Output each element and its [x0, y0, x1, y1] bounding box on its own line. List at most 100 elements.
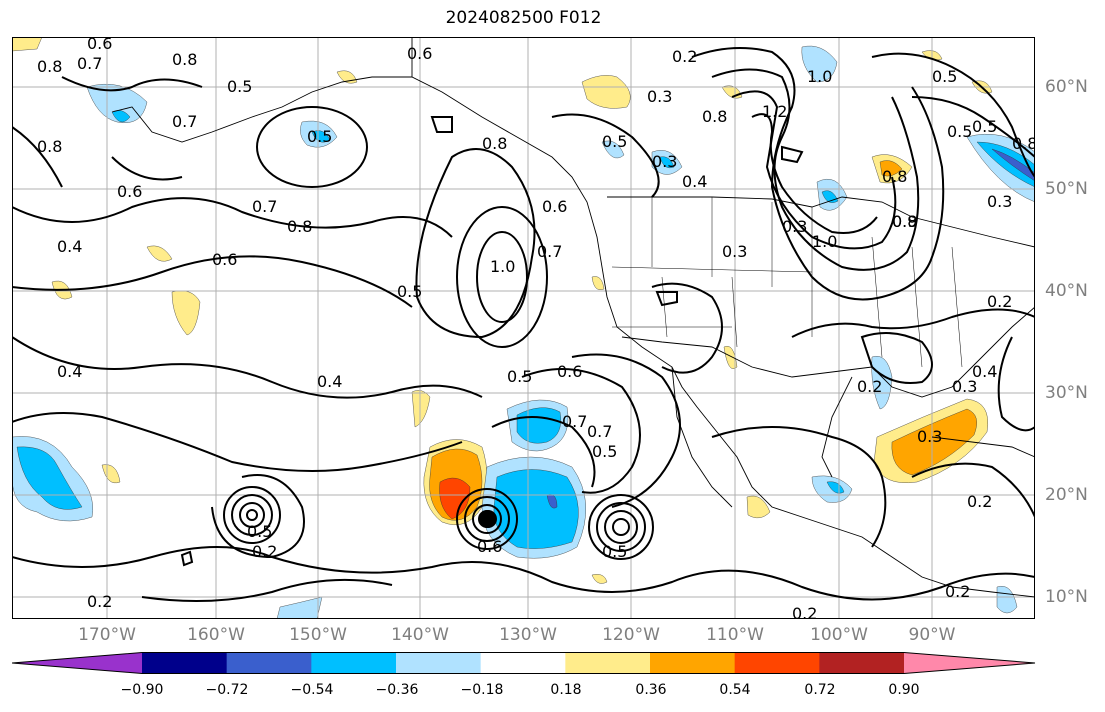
- contour-label: 1.0: [812, 232, 837, 251]
- coastlines: [111, 37, 1036, 598]
- contour-label: 0.6: [557, 362, 582, 381]
- contour-label: 0.5: [932, 67, 957, 86]
- shade-lightblue: [871, 356, 893, 410]
- contour-label: 0.7: [587, 422, 612, 441]
- contour-label: 0.7: [77, 54, 102, 73]
- contour-label: 0.3: [647, 87, 672, 106]
- colorbar-segment: [819, 652, 905, 674]
- contour-label: 0.8: [482, 134, 507, 153]
- colorbar-tick-label: 0.54: [719, 682, 751, 698]
- contour-label: 0.5: [307, 127, 332, 146]
- shade-lightblue: [86, 84, 148, 123]
- colorbar-segment: [565, 652, 651, 674]
- contour-label: 0.5: [602, 542, 627, 561]
- lon-label: 160°W: [187, 625, 245, 645]
- contour-label: 1.0: [490, 257, 515, 276]
- contour-label: 0.4: [682, 172, 707, 191]
- colorbar-tick-label: −0.18: [460, 682, 504, 698]
- contour-label: 0.5: [947, 122, 972, 141]
- shade-cyan: [659, 156, 675, 169]
- contour-label: 0.8: [37, 57, 62, 76]
- lon-label: 90°W: [908, 625, 956, 645]
- colorbar-segment: [734, 652, 820, 674]
- contour-label: 0.6: [477, 537, 502, 556]
- colorbar-segments: [12, 652, 1035, 674]
- shade-red: [439, 477, 471, 520]
- shade-orange: [879, 160, 903, 177]
- storm-center-marker: [479, 510, 497, 528]
- lon-label: 170°W: [78, 625, 136, 645]
- shade-lightblue: [276, 596, 323, 620]
- contour-label: 0.5: [972, 117, 997, 136]
- contour-label: 0.8: [1012, 134, 1035, 153]
- contour-label: 0.4: [57, 362, 82, 381]
- shade-yellow: [746, 495, 771, 519]
- colorbar-segment: [142, 652, 228, 674]
- shade-lightblue: [601, 140, 625, 159]
- contour-label: 0.2: [87, 592, 112, 611]
- contour-label: 0.6: [87, 37, 112, 53]
- lon-label: 100°W: [810, 625, 868, 645]
- colorbar-tick-label: 0.36: [635, 682, 667, 698]
- lat-label: 20°N: [1045, 485, 1088, 505]
- colorbar-outline: [12, 652, 1036, 674]
- contour-label: 0.5: [247, 522, 272, 541]
- contour-label: 0.8: [882, 167, 907, 186]
- colorbar-tick-label: −0.54: [290, 682, 334, 698]
- contour-label: 1.0: [807, 67, 832, 86]
- contour-label: 1.2: [762, 102, 787, 121]
- map-area: 0.6 0.7 0.8 0.8 0.5 0.7 0.8 0.6 0.5 0.6 …: [11, 34, 1037, 623]
- colorbar-tick-label: 0.18: [550, 682, 582, 698]
- contour-label: 0.9: [892, 212, 917, 231]
- shade-lightblue: [801, 45, 838, 83]
- contour-label: 0.5: [507, 367, 532, 386]
- shade-yellow: [171, 290, 201, 336]
- contour-label: 0.7: [252, 197, 277, 216]
- lon-label: 140°W: [391, 625, 449, 645]
- contour-label: 0.2: [987, 292, 1012, 311]
- contour-label: 0.8: [287, 217, 312, 236]
- contour-label: 0.2: [252, 542, 277, 561]
- lat-label: 50°N: [1045, 179, 1088, 199]
- shade-yellow: [591, 574, 608, 584]
- contour-label: 0.7: [172, 112, 197, 131]
- shade-yellow: [146, 245, 173, 262]
- colorbar-segment: [396, 652, 482, 674]
- shade-lightblue: [996, 586, 1018, 614]
- colorbar-segment: [480, 652, 566, 674]
- contour-label: 0.6: [407, 44, 432, 63]
- contour-label: 0.3: [722, 242, 747, 261]
- contour-label: 0.2: [945, 582, 970, 601]
- contour-label: 0.3: [987, 192, 1012, 211]
- lat-label: 10°N: [1045, 587, 1088, 607]
- contour-label: 0.4: [972, 362, 997, 381]
- map-svg: 0.6 0.7 0.8 0.8 0.5 0.7 0.8 0.6 0.5 0.6 …: [11, 34, 1037, 623]
- colorbar: [12, 652, 1036, 674]
- shade-yellow: [723, 346, 738, 369]
- colorbar-segment: [650, 652, 736, 674]
- contour-label: 0.2: [857, 377, 882, 396]
- contour-label: 0.3: [652, 152, 677, 171]
- shade-yellow: [591, 276, 605, 290]
- colorbar-tick-label: −0.36: [375, 682, 419, 698]
- contour-label: 0.6: [212, 250, 237, 269]
- colorbar-tick-label: −0.72: [205, 682, 249, 698]
- contour-label: 0.5: [602, 132, 627, 151]
- contour-label: 0.2: [967, 492, 992, 511]
- contour-label: 0.8: [172, 50, 197, 69]
- contour-label: 0.6: [117, 182, 142, 201]
- lon-label: 150°W: [289, 625, 347, 645]
- contour-label: 0.7: [562, 412, 587, 431]
- colorbar-extend-high: [904, 652, 1035, 674]
- contour-label: 0.7: [537, 242, 562, 261]
- contour-label: 0.4: [57, 237, 82, 256]
- lon-label: 110°W: [706, 625, 764, 645]
- map-frame: [12, 37, 1035, 619]
- contour-label: 0.6: [542, 197, 567, 216]
- shade-cyan: [826, 481, 845, 494]
- colorbar-segment: [226, 652, 312, 674]
- colorbar-tick-label: −0.90: [120, 682, 164, 698]
- contour-label: 0.4: [317, 372, 342, 391]
- state-borders: [611, 197, 963, 368]
- colorbar-segment: [311, 652, 397, 674]
